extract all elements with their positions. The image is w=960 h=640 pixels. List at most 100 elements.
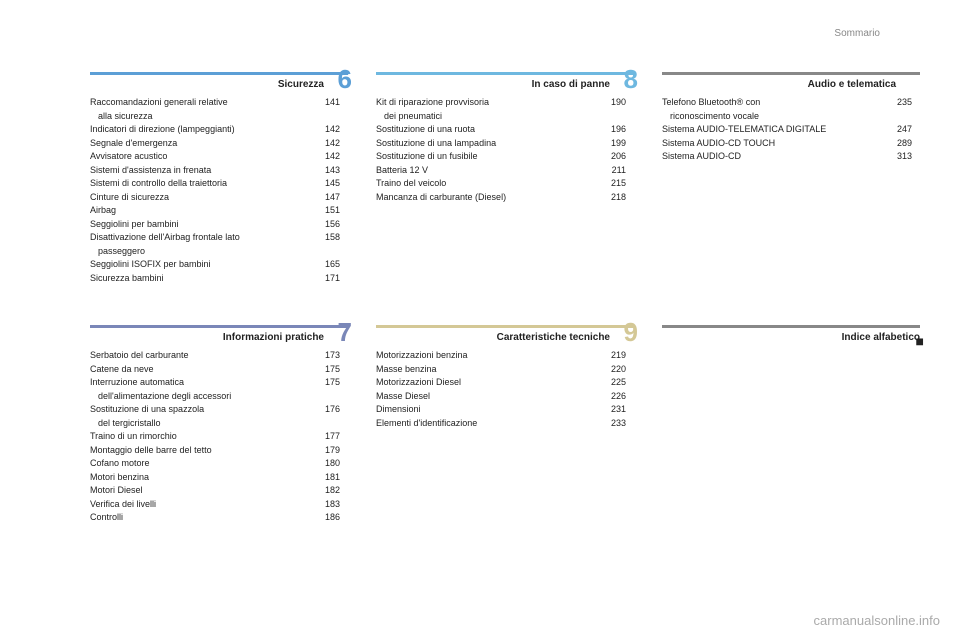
toc-entry: Interruzione automaticadell'alimentazion… xyxy=(90,376,348,403)
toc-entry-page: 165 xyxy=(318,258,348,272)
toc-entry-page: 175 xyxy=(318,376,348,403)
toc-entry: Disattivazione dell'Airbag frontale lato… xyxy=(90,231,348,258)
toc-entry: Indicatori di direzione (lampeggianti)14… xyxy=(90,123,348,137)
page-header: Sommario xyxy=(834,28,880,39)
toc-entry: Masse benzina220 xyxy=(376,363,634,377)
chapter-number: 7 xyxy=(338,319,352,345)
toc-entry: Sostituzione di una spazzoladel tergicri… xyxy=(90,403,348,430)
toc-entry-label: Sostituzione di una spazzoladel tergicri… xyxy=(90,403,318,430)
toc-entry-page: 143 xyxy=(318,164,348,178)
toc-entry: Verifica dei livelli183 xyxy=(90,498,348,512)
toc-entry-label: Sistema AUDIO-TELEMATICA DIGITALE xyxy=(662,123,890,137)
toc-entry-page: 141 xyxy=(318,96,348,123)
toc-entry: Avvisatore acustico142 xyxy=(90,150,348,164)
section-rule xyxy=(90,72,348,75)
section-audio: Audio e telematica Telefono Bluetooth® co… xyxy=(662,72,920,285)
section-sicurezza: Sicurezza6Raccomandazioni generali relat… xyxy=(90,72,348,285)
toc-entry-label: Montaggio delle barre del tetto xyxy=(90,444,318,458)
toc-entry-label: Elementi d'identificazione xyxy=(376,417,604,431)
toc-entry: Sistemi d'assistenza in frenata143 xyxy=(90,164,348,178)
toc-entry-label: Avvisatore acustico xyxy=(90,150,318,164)
chapter-number: 8 xyxy=(624,66,638,92)
toc-entry: Motorizzazioni Diesel225 xyxy=(376,376,634,390)
toc-entry-page: 235 xyxy=(890,96,920,123)
section-title: Informazioni pratiche xyxy=(90,332,348,343)
toc-entry-page: 183 xyxy=(318,498,348,512)
toc-entry: Batteria 12 V211 xyxy=(376,164,634,178)
toc-entry-label: Motori benzina xyxy=(90,471,318,485)
toc-entry: Kit di riparazione provvisoriadei pneuma… xyxy=(376,96,634,123)
section-title: Audio e telematica xyxy=(662,79,920,90)
toc-entry: Motorizzazioni benzina219 xyxy=(376,349,634,363)
toc-entry-label: Disattivazione dell'Airbag frontale lato… xyxy=(90,231,318,258)
toc-entry-label: Controlli xyxy=(90,511,318,525)
toc-entry: Raccomandazioni generali relativealla si… xyxy=(90,96,348,123)
section-rule xyxy=(662,72,920,75)
toc-entry: Cinture di sicurezza147 xyxy=(90,191,348,205)
toc-entry-page: 173 xyxy=(318,349,348,363)
toc-entry: Sicurezza bambini171 xyxy=(90,272,348,286)
section-rule xyxy=(662,325,920,328)
toc-entry: Traino del veicolo215 xyxy=(376,177,634,191)
toc-entry-label: Sistemi di controllo della traiettoria xyxy=(90,177,318,191)
section-rule xyxy=(376,72,634,75)
toc-entry: Dimensioni231 xyxy=(376,403,634,417)
toc-entry-label: Indicatori di direzione (lampeggianti) xyxy=(90,123,318,137)
toc-entry: Cofano motore180 xyxy=(90,457,348,471)
section-indice: Indice alfabetico■ xyxy=(662,325,920,525)
toc-entry-label: Traino del veicolo xyxy=(376,177,604,191)
toc-entry-label: Interruzione automaticadell'alimentazion… xyxy=(90,376,318,403)
toc-entry-page: 156 xyxy=(318,218,348,232)
toc-entry-page: 177 xyxy=(318,430,348,444)
toc-entry: Catene da neve175 xyxy=(90,363,348,377)
toc-entry-label: Segnale d'emergenza xyxy=(90,137,318,151)
toc-entry-label: Sostituzione di una lampadina xyxy=(376,137,604,151)
toc-entry-page: 182 xyxy=(318,484,348,498)
toc-entry: Sostituzione di una ruota196 xyxy=(376,123,634,137)
toc-entry: Motori Diesel182 xyxy=(90,484,348,498)
toc-entry-label: Cofano motore xyxy=(90,457,318,471)
toc-entry-label: Airbag xyxy=(90,204,318,218)
toc-entry-label: Serbatoio del carburante xyxy=(90,349,318,363)
toc-entry-page: 219 xyxy=(604,349,634,363)
toc-entry-page: 181 xyxy=(318,471,348,485)
chapter-number: 9 xyxy=(624,319,638,345)
toc-entry-page: 176 xyxy=(318,403,348,430)
section-title: In caso di panne xyxy=(376,79,634,90)
toc-entry-label: Catene da neve xyxy=(90,363,318,377)
toc-entry: Seggiolini ISOFIX per bambini165 xyxy=(90,258,348,272)
toc-entry-label: Motorizzazioni Diesel xyxy=(376,376,604,390)
toc-entry: Sostituzione di una lampadina199 xyxy=(376,137,634,151)
toc-entry-page: 199 xyxy=(604,137,634,151)
toc-entry: Traino di un rimorchio177 xyxy=(90,430,348,444)
toc-entry: Telefono Bluetooth® conriconoscimento vo… xyxy=(662,96,920,123)
toc-entry: Masse Diesel226 xyxy=(376,390,634,404)
toc-entry-page: 171 xyxy=(318,272,348,286)
section-tecniche: Caratteristiche tecniche9Motorizzazioni … xyxy=(376,325,634,525)
toc-entry-label: Sistema AUDIO-CD xyxy=(662,150,890,164)
section-info: Informazioni pratiche7Serbatoio del carb… xyxy=(90,325,348,525)
section-panne: In caso di panne8Kit di riparazione prov… xyxy=(376,72,634,285)
toc-entry-label: Motori Diesel xyxy=(90,484,318,498)
toc-entry-label: Mancanza di carburante (Diesel) xyxy=(376,191,604,205)
chapter-number: 6 xyxy=(338,66,352,92)
toc-entry-page: 225 xyxy=(604,376,634,390)
toc-entry-page: 142 xyxy=(318,150,348,164)
toc-entry-label: Masse benzina xyxy=(376,363,604,377)
toc-entry: Sistema AUDIO-TELEMATICA DIGITALE247 xyxy=(662,123,920,137)
toc-entry-page: 145 xyxy=(318,177,348,191)
toc-entry: Airbag151 xyxy=(90,204,348,218)
toc-entry-page: 215 xyxy=(604,177,634,191)
toc-entry-label: Seggiolini per bambini xyxy=(90,218,318,232)
toc-entry-label: Dimensioni xyxy=(376,403,604,417)
toc-entry: Seggiolini per bambini156 xyxy=(90,218,348,232)
toc-entry: Sistemi di controllo della traiettoria14… xyxy=(90,177,348,191)
toc-entry: Sistema AUDIO-CD313 xyxy=(662,150,920,164)
toc-entry-page: 289 xyxy=(890,137,920,151)
toc-entry-label: Cinture di sicurezza xyxy=(90,191,318,205)
toc-entry-label: Kit di riparazione provvisoriadei pneuma… xyxy=(376,96,604,123)
toc-entry-page: 313 xyxy=(890,150,920,164)
toc-entry-label: Seggiolini ISOFIX per bambini xyxy=(90,258,318,272)
watermark: carmanualsonline.info xyxy=(814,613,940,628)
toc-entry: Serbatoio del carburante173 xyxy=(90,349,348,363)
